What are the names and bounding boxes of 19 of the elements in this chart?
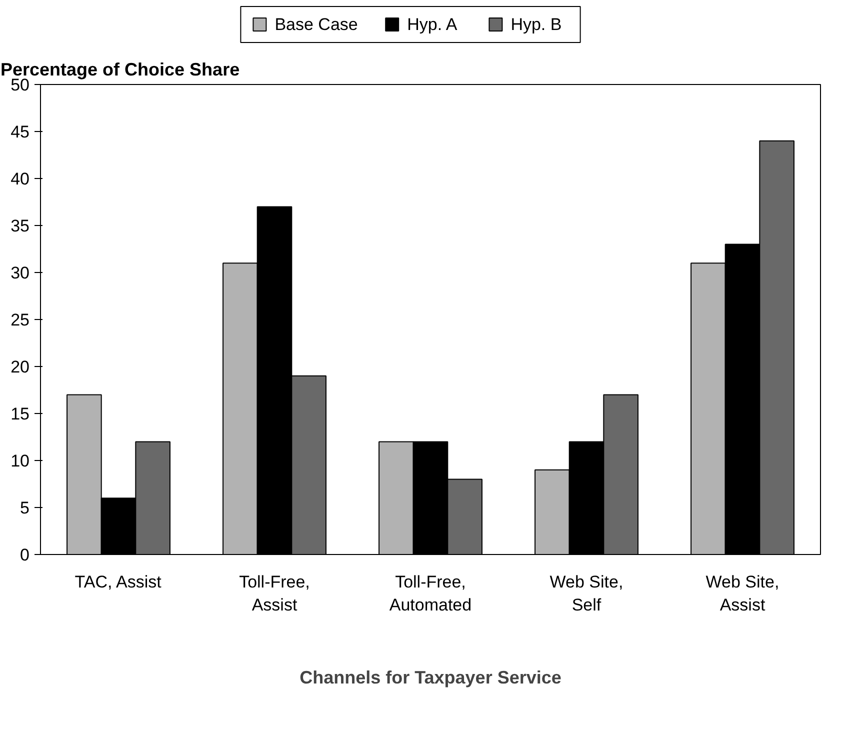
x-tick-label: TAC, Assist bbox=[74, 572, 162, 592]
y-tick-label: 10 bbox=[10, 452, 30, 470]
x-tick-label: Toll-Free, Automated bbox=[389, 572, 472, 614]
y-tick-label: 35 bbox=[10, 216, 30, 236]
legend-label: Hyp. A bbox=[407, 15, 458, 34]
x-tick-label: Web Site, Self bbox=[550, 572, 624, 614]
x-tick-label: Web Site, Assist bbox=[706, 572, 780, 614]
y-tick-label: 25 bbox=[10, 310, 30, 330]
legend-label: Base Case bbox=[274, 15, 358, 34]
y-tick-label: 15 bbox=[10, 404, 30, 424]
y-tick-label: 20 bbox=[10, 358, 30, 376]
y-tick-label: 30 bbox=[10, 264, 30, 282]
y-tick-label: 45 bbox=[10, 122, 30, 142]
y-tick-label: 40 bbox=[10, 170, 30, 188]
y-tick-label: 5 bbox=[20, 498, 30, 518]
legend-label: Hyp. B bbox=[510, 15, 562, 34]
x-tick-label: Toll-Free, Assist bbox=[239, 572, 310, 614]
x-axis-title: Channels for Taxpayer Service bbox=[300, 667, 562, 688]
y-tick-label: 0 bbox=[20, 546, 30, 564]
